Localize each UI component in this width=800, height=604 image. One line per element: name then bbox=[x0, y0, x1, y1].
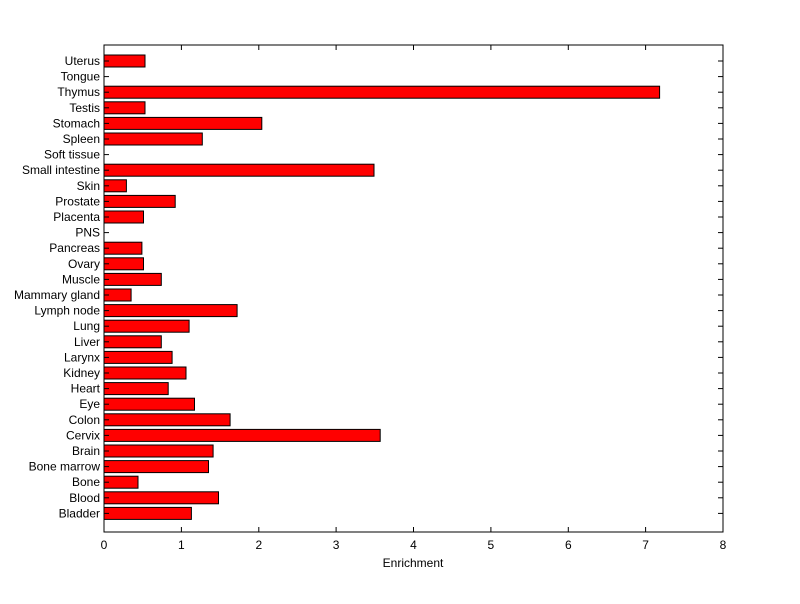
x-tick-label-0: 0 bbox=[101, 538, 108, 552]
bar-prostate bbox=[103, 194, 176, 208]
bar-muscle bbox=[103, 272, 162, 286]
bar-testis bbox=[103, 101, 146, 115]
x-tick-label-4: 4 bbox=[410, 538, 417, 552]
category-label-lung: Lung bbox=[73, 319, 100, 333]
x-tick-label-5: 5 bbox=[488, 538, 495, 552]
bar-placenta bbox=[103, 210, 144, 224]
category-label-testis: Testis bbox=[69, 101, 100, 115]
category-label-lymph-node: Lymph node bbox=[34, 304, 100, 318]
category-label-muscle: Muscle bbox=[62, 272, 100, 286]
bar-ovary bbox=[103, 257, 144, 271]
bar-bone bbox=[103, 475, 139, 489]
bar-liver bbox=[103, 335, 162, 349]
bar-eye bbox=[103, 397, 195, 411]
bar-bladder bbox=[103, 506, 192, 520]
category-label-kidney: Kidney bbox=[63, 366, 100, 380]
category-label-ovary: Ovary bbox=[68, 257, 100, 271]
x-tick-label-3: 3 bbox=[333, 538, 340, 552]
category-label-skin: Skin bbox=[77, 179, 100, 193]
bar-blood bbox=[103, 491, 219, 505]
bar-lung bbox=[103, 319, 190, 333]
bar-stomach bbox=[103, 116, 263, 130]
ticks-layer bbox=[103, 45, 724, 532]
x-axis-label: Enrichment bbox=[383, 556, 444, 570]
bar-pancreas bbox=[103, 241, 143, 255]
bar-kidney bbox=[103, 366, 187, 380]
category-label-pns: PNS bbox=[75, 226, 100, 240]
category-label-prostate: Prostate bbox=[55, 194, 100, 208]
category-label-thymus: Thymus bbox=[57, 85, 100, 99]
category-label-stomach: Stomach bbox=[53, 116, 100, 130]
category-label-placenta: Placenta bbox=[53, 210, 100, 224]
category-label-liver: Liver bbox=[74, 335, 100, 349]
category-label-bone: Bone bbox=[72, 475, 100, 489]
bar-lymph-node bbox=[103, 304, 238, 318]
category-label-colon: Colon bbox=[69, 413, 100, 427]
bar-small-intestine bbox=[103, 163, 375, 177]
x-tick-label-6: 6 bbox=[565, 538, 572, 552]
category-label-heart: Heart bbox=[71, 382, 101, 396]
category-label-cervix: Cervix bbox=[66, 428, 100, 442]
bar-uterus bbox=[103, 54, 146, 68]
bars-layer bbox=[103, 54, 661, 520]
bar-spleen bbox=[103, 132, 203, 146]
category-label-bladder: Bladder bbox=[59, 506, 100, 520]
bar-brain bbox=[103, 444, 214, 458]
category-label-uterus: Uterus bbox=[65, 54, 100, 68]
category-label-pancreas: Pancreas bbox=[49, 241, 100, 255]
category-label-small-intestine: Small intestine bbox=[22, 163, 100, 177]
x-tick-label-1: 1 bbox=[178, 538, 185, 552]
category-label-soft-tissue: Soft tissue bbox=[44, 148, 100, 162]
category-label-larynx: Larynx bbox=[64, 350, 100, 364]
category-label-bone-marrow: Bone marrow bbox=[29, 460, 101, 474]
x-tick-labels: 0 1 2 3 4 5 6 7 8 bbox=[101, 538, 727, 552]
category-label-eye: Eye bbox=[79, 397, 100, 411]
x-tick-label-2: 2 bbox=[255, 538, 262, 552]
bar-heart bbox=[103, 382, 169, 396]
bar-thymus bbox=[103, 85, 661, 99]
bar-bone-marrow bbox=[103, 460, 209, 474]
bar-colon bbox=[103, 413, 231, 427]
category-label-brain: Brain bbox=[72, 444, 100, 458]
category-label-blood: Blood bbox=[69, 491, 100, 505]
x-tick-label-7: 7 bbox=[642, 538, 649, 552]
category-label-mammary-gland: Mammary gland bbox=[14, 288, 100, 302]
bar-cervix bbox=[103, 428, 381, 442]
x-tick-label-8: 8 bbox=[720, 538, 727, 552]
category-label-tongue: Tongue bbox=[61, 70, 101, 84]
bar-larynx bbox=[103, 350, 173, 364]
category-label-spleen: Spleen bbox=[63, 132, 100, 146]
